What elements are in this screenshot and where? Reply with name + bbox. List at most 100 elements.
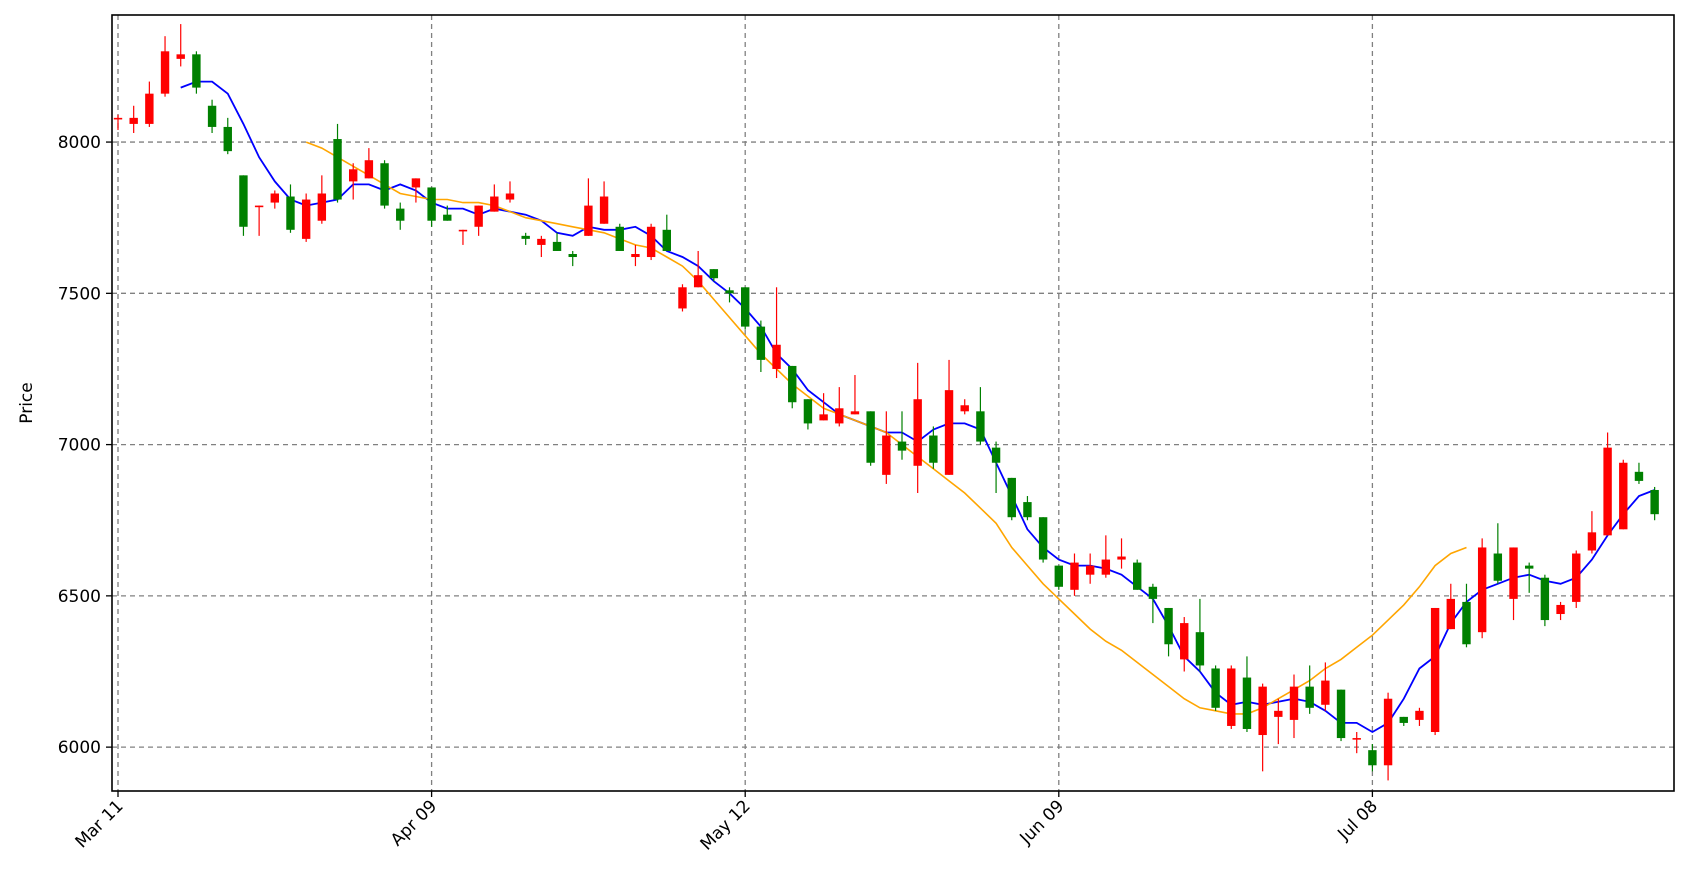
candle-body <box>835 408 844 424</box>
candle-body <box>1085 565 1095 575</box>
candle-body <box>270 193 279 203</box>
candle <box>1211 665 1220 711</box>
candle <box>254 205 264 236</box>
candle-body <box>254 205 264 208</box>
candle-body <box>160 51 170 94</box>
candle <box>1462 583 1471 648</box>
candle-body <box>521 235 530 239</box>
candle <box>897 411 907 460</box>
candle-body <box>1054 565 1063 587</box>
candle <box>725 287 734 303</box>
candle-body <box>1462 601 1471 645</box>
candle <box>113 114 123 130</box>
candle <box>693 250 703 288</box>
candle <box>145 81 154 127</box>
candle-body <box>113 117 123 120</box>
candle-body <box>1572 553 1581 602</box>
candle-body <box>1509 547 1518 599</box>
candle <box>505 181 515 203</box>
candle-body <box>772 344 781 369</box>
candle-body <box>1211 668 1220 708</box>
candle <box>1085 553 1095 584</box>
candle <box>1070 553 1079 596</box>
candle <box>1399 716 1408 726</box>
candle <box>1133 559 1142 590</box>
candle-body <box>709 269 719 279</box>
candle-body <box>944 390 954 475</box>
candle-body <box>866 411 875 463</box>
candle <box>1007 477 1016 521</box>
candle <box>427 187 436 227</box>
plot-frame <box>111 14 1675 792</box>
candle-body <box>850 411 860 415</box>
candle-body <box>991 447 1001 463</box>
candle-body <box>1634 471 1644 481</box>
candle-body <box>615 226 624 251</box>
candle-body <box>301 199 311 239</box>
candle-body <box>756 326 766 360</box>
candle-body <box>443 214 452 221</box>
candle <box>1117 538 1126 569</box>
candle-body <box>1415 710 1424 720</box>
y-tick-label: 7000 <box>58 436 101 456</box>
candle-body <box>176 54 185 59</box>
candle-body <box>380 163 389 206</box>
candle <box>1352 732 1361 754</box>
candle <box>1148 583 1158 624</box>
candle-body <box>693 275 703 288</box>
candle <box>662 214 671 251</box>
candle-body <box>1289 686 1299 720</box>
candle <box>1493 523 1503 584</box>
candle-body <box>1038 517 1048 560</box>
candle-body <box>568 254 577 258</box>
candle <box>1289 674 1299 739</box>
candle-body <box>1446 598 1455 630</box>
candle <box>1242 656 1252 733</box>
candle-body <box>929 435 938 463</box>
candle-body <box>646 226 656 258</box>
candle <box>1258 683 1267 772</box>
candle <box>349 163 358 200</box>
candle-body <box>741 287 750 327</box>
candle-body <box>897 441 907 451</box>
candle <box>631 244 640 267</box>
y-axis-title: Price <box>17 382 37 423</box>
candle-body <box>1603 447 1612 536</box>
candle <box>333 123 342 203</box>
candle <box>960 399 969 415</box>
candle <box>1446 583 1455 630</box>
candle-body <box>819 414 828 421</box>
candle <box>835 387 844 427</box>
candle-body <box>1477 547 1487 633</box>
candle-body <box>976 411 985 442</box>
candle <box>1540 574 1550 627</box>
candle-body <box>725 290 734 294</box>
candle-body <box>1242 677 1252 729</box>
candle-body <box>1383 698 1393 766</box>
candle-body <box>1101 559 1111 575</box>
candle <box>615 223 624 251</box>
candle <box>223 117 232 155</box>
candle-body <box>1587 532 1597 551</box>
candle <box>270 190 279 209</box>
candle <box>944 359 954 475</box>
candle-body <box>1368 750 1377 766</box>
candle-body <box>396 208 405 221</box>
candle <box>443 205 452 221</box>
candle-body <box>1195 632 1205 666</box>
candle <box>411 178 421 203</box>
candle-body <box>599 196 609 224</box>
candle-body <box>1399 716 1408 723</box>
candle <box>788 365 797 409</box>
candle <box>646 223 656 261</box>
candle <box>317 175 327 224</box>
candle-body <box>552 241 562 251</box>
candle-body <box>1227 668 1236 726</box>
candle <box>819 393 828 421</box>
candle <box>850 375 860 415</box>
candle <box>1525 562 1534 593</box>
candle-body <box>1619 462 1628 530</box>
candle-body <box>145 93 154 124</box>
candle-body <box>1070 562 1079 590</box>
